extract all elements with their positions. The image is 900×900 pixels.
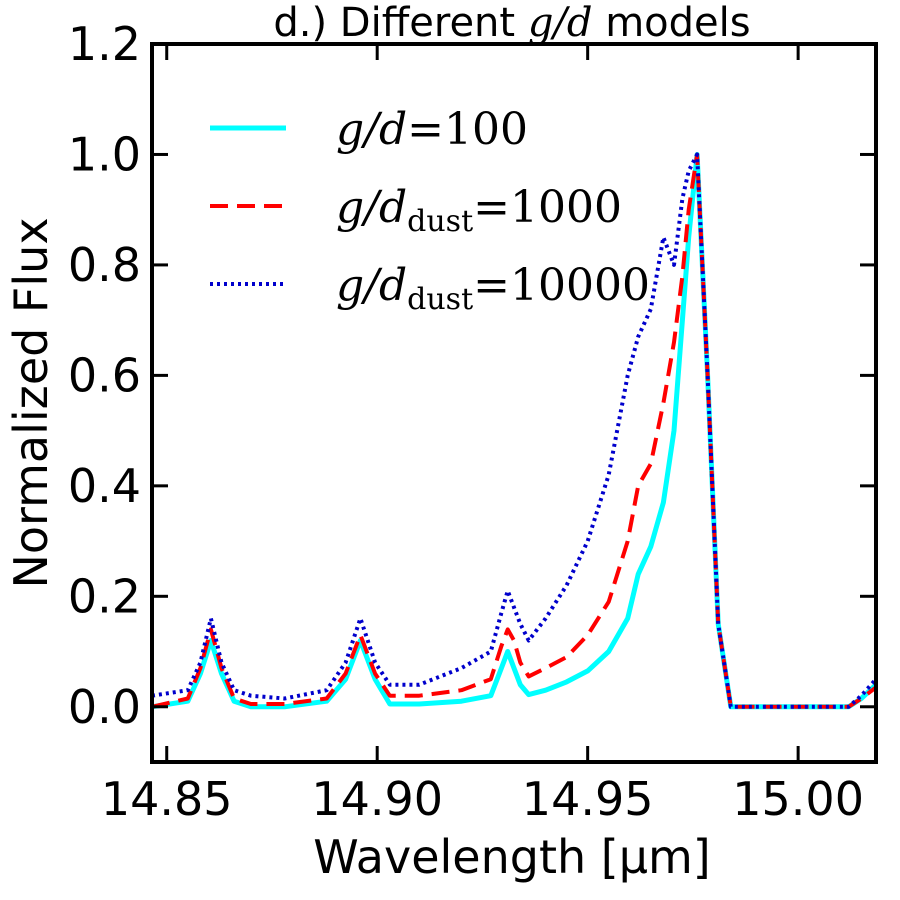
y-tick-label: 1.0 bbox=[68, 127, 141, 181]
legend-math: g/d bbox=[336, 182, 407, 233]
legend-value: 100 bbox=[444, 104, 528, 155]
legend-equals: = bbox=[407, 104, 444, 155]
legend-math: g/d bbox=[336, 104, 407, 155]
legend-value: 10000 bbox=[510, 260, 650, 311]
series-line-3 bbox=[152, 152, 876, 709]
legend-label-3: g/ddust=10000 bbox=[336, 260, 650, 317]
chart-title: d.) Different g/d models bbox=[273, 0, 750, 46]
x-tick-label: 14.85 bbox=[101, 772, 233, 826]
legend-subscript: dust bbox=[407, 282, 473, 317]
x-tick-label: 14.95 bbox=[522, 772, 654, 826]
chart-title-math: g/d bbox=[528, 0, 593, 46]
legend-label-2: g/ddust=1000 bbox=[336, 182, 622, 239]
chart-title-suffix: models bbox=[593, 0, 751, 46]
legend-math: g/d bbox=[336, 260, 407, 311]
x-tick-label: 14.90 bbox=[311, 772, 443, 826]
y-tick-label: 0.4 bbox=[68, 459, 141, 513]
plot-frame bbox=[150, 42, 878, 764]
legend-equals: = bbox=[473, 260, 510, 311]
legend-subscript: dust bbox=[407, 204, 473, 239]
y-tick-label: 0.2 bbox=[68, 569, 141, 623]
legend-value: 1000 bbox=[510, 182, 622, 233]
y-tick-label: 0.6 bbox=[68, 348, 141, 402]
series-line-1 bbox=[152, 152, 876, 710]
chart-title-prefix: d.) Different bbox=[273, 0, 527, 46]
y-tick-label: 0.0 bbox=[68, 680, 141, 734]
legend-equals: = bbox=[473, 182, 510, 233]
axis-ticks: 14.85 14.90 14.95 15.00 0.0 0.2 0.4 0.6 0.8 1.0 1.… bbox=[68, 17, 876, 826]
y-axis-label: Normalized Flux bbox=[4, 217, 58, 588]
x-axis-label: Wavelength [μm] bbox=[313, 830, 710, 884]
plot-lines bbox=[152, 152, 876, 710]
x-tick-label: 15.00 bbox=[732, 772, 864, 826]
series-line-2 bbox=[152, 152, 876, 709]
legend-label-1: g/d=100 bbox=[336, 104, 528, 155]
y-tick-label: 1.2 bbox=[68, 17, 141, 71]
y-tick-label: 0.8 bbox=[68, 238, 141, 292]
